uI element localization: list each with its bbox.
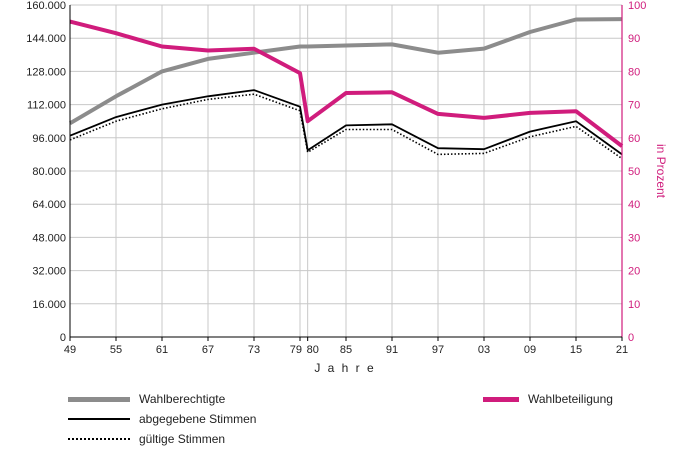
x-tick-label: 79 bbox=[290, 344, 302, 356]
x-tick-label: 15 bbox=[570, 344, 582, 356]
legend-right: Wahlbeteiligung bbox=[483, 390, 613, 410]
legend-swatch-abgegebene bbox=[68, 418, 130, 420]
y-tick-label-left: 96.000 bbox=[32, 133, 66, 145]
x-tick-label: 97 bbox=[432, 344, 444, 356]
y-tick-label-right: 40 bbox=[628, 199, 640, 211]
y-tick-label-left: 16.000 bbox=[32, 299, 66, 311]
y-tick-label-left: 112.000 bbox=[27, 100, 66, 112]
legend-item-abgegebene: abgegebene Stimmen bbox=[68, 410, 256, 428]
x-axis-label: J a h r e bbox=[314, 361, 375, 375]
axes: 0 0 16.000 10 32.000 20 48.000 30 64.000 40 80.000… bbox=[26, 0, 646, 356]
y-tick-label-left: 32.000 bbox=[32, 266, 66, 278]
y-tick-label-right: 60 bbox=[628, 133, 640, 145]
y-tick-label-left: 80.000 bbox=[32, 166, 66, 178]
series-line-wahlbeteiligung bbox=[69, 19, 624, 148]
y-tick-label-left: 144.000 bbox=[26, 33, 66, 45]
y-tick-label-left: 64.000 bbox=[32, 199, 66, 211]
y-tick-label-left: 128.000 bbox=[26, 66, 66, 78]
legend-item-gueltige: gültige Stimmen bbox=[68, 430, 256, 448]
x-tick-label: 85 bbox=[340, 344, 352, 356]
legend-label-wahlbeteiligung: Wahlbeteiligung bbox=[528, 392, 613, 406]
y-tick-label-right: 10 bbox=[628, 299, 640, 311]
y-tick-label-right: 100 bbox=[628, 0, 646, 12]
y-tick-label-right: 0 bbox=[628, 332, 634, 344]
legend-swatch-wahlberechtigte bbox=[68, 396, 130, 402]
x-tick-label: 03 bbox=[478, 344, 490, 356]
legend-left: Wahlberechtigte abgegebene Stimmen gülti… bbox=[68, 390, 256, 450]
legend-swatch-gueltige bbox=[68, 438, 130, 440]
legend-item-wahlberechtigte: Wahlberechtigte bbox=[68, 390, 256, 408]
y-axis-right-label: in Prozent bbox=[654, 144, 668, 199]
grid bbox=[69, 4, 623, 338]
legend-item-wahlbeteiligung: Wahlbeteiligung bbox=[483, 390, 613, 408]
x-tick-label: 67 bbox=[202, 344, 214, 356]
x-tick-label: 09 bbox=[524, 344, 536, 356]
series-layer bbox=[68, 17, 624, 160]
x-tick-label: 21 bbox=[616, 344, 628, 356]
x-tick-label: 55 bbox=[110, 344, 122, 356]
y-tick-label-right: 70 bbox=[628, 100, 640, 112]
y-tick-label-left: 160.000 bbox=[26, 0, 66, 12]
y-tick-label-right: 90 bbox=[628, 33, 640, 45]
x-tick-label: 91 bbox=[386, 344, 398, 356]
x-tick-label: 61 bbox=[156, 344, 168, 356]
y-tick-label-left: 48.000 bbox=[32, 232, 66, 244]
legend-label-wahlberechtigte: Wahlberechtigte bbox=[139, 392, 226, 406]
y-tick-label-right: 20 bbox=[628, 266, 640, 278]
series-line-g-ltige-stimmen bbox=[69, 93, 623, 160]
y-tick-label-left: 0 bbox=[60, 332, 66, 344]
y-tick-label-right: 50 bbox=[628, 166, 640, 178]
y-tick-label-right: 30 bbox=[628, 232, 640, 244]
legend-label-gueltige: gültige Stimmen bbox=[139, 432, 226, 446]
x-tick-label: 49 bbox=[64, 344, 76, 356]
series-line-abgegebene-stimmen bbox=[69, 89, 623, 156]
x-tick-label: 80 bbox=[307, 344, 319, 356]
y-tick-label-right: 80 bbox=[628, 66, 640, 78]
series-line-wahlberechtigte bbox=[68, 17, 623, 126]
legend-swatch-wahlbeteiligung bbox=[483, 396, 519, 402]
x-tick-label: 73 bbox=[248, 344, 260, 356]
legend-label-abgegebene: abgegebene Stimmen bbox=[139, 412, 257, 426]
